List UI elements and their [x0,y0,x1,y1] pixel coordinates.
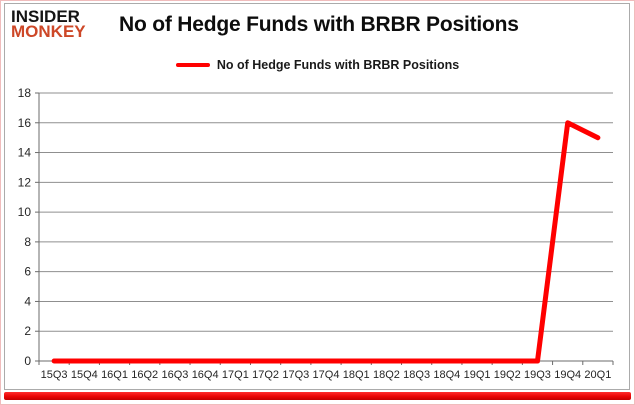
x-tick-label: 19Q4 [554,369,581,381]
x-tick-label: 18Q4 [433,369,460,381]
y-tick-label: 12 [18,175,32,189]
insider-monkey-logo: INSIDER MONKEY [11,7,121,41]
x-tick-label: 18Q2 [373,369,400,381]
y-tick-label: 4 [24,294,31,308]
x-tick-label: 17Q2 [252,369,279,381]
x-tick-label: 16Q1 [101,369,128,381]
logo-word-insider: INSIDER [11,7,80,26]
x-tick-label: 16Q3 [161,369,188,381]
y-tick-label: 10 [18,205,32,219]
x-tick-label: 20Q1 [584,369,611,381]
x-tick-label: 15Q3 [41,369,68,381]
x-tick-label: 17Q1 [222,369,249,381]
x-tick-label: 18Q3 [403,369,430,381]
y-tick-label: 18 [18,86,32,100]
x-tick-label: 15Q4 [71,369,98,381]
chart-card [4,3,630,390]
legend-line-swatch [175,62,210,68]
x-tick-label: 17Q4 [313,369,340,381]
x-tick-label: 16Q4 [192,369,219,381]
x-tick-label: 19Q2 [494,369,521,381]
data-series-line [51,120,601,364]
chart-legend: No of Hedge Funds with BRBR Positions [1,56,634,74]
x-tick-label: 16Q2 [131,369,158,381]
y-tick-label: 6 [24,265,31,279]
x-tick-label: 18Q1 [343,369,370,381]
y-tick-label: 14 [18,146,32,160]
bottom-accent-bar [4,392,631,400]
x-tick-label: 17Q3 [282,369,309,381]
x-tick-label: 19Q1 [464,369,491,381]
legend-label: No of Hedge Funds with BRBR Positions [216,58,460,72]
y-tick-label: 0 [24,354,31,368]
y-tick-label: 8 [24,235,31,249]
y-tick-label: 2 [24,324,31,338]
x-tick-label: 19Q3 [524,369,551,381]
logo-word-monkey: MONKEY [11,21,86,41]
y-tick-label: 16 [18,116,32,130]
chart-title: No of Hedge Funds with BRBR Positions [119,13,519,36]
